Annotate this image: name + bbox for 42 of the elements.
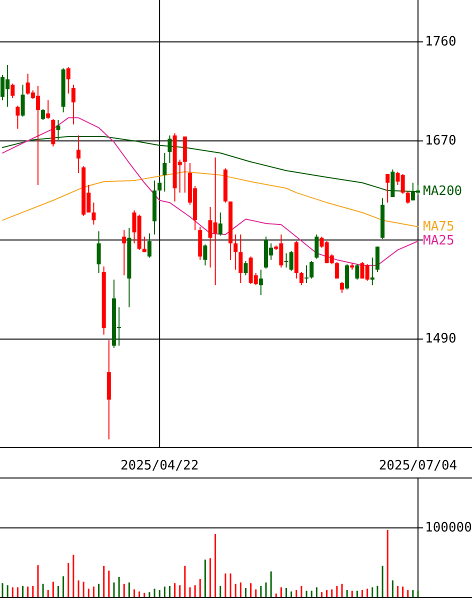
y-tick-label: 1490 bbox=[425, 332, 456, 347]
candlestick bbox=[406, 191, 410, 204]
candlestick bbox=[238, 234, 243, 284]
candlestick bbox=[158, 180, 162, 192]
candlestick bbox=[203, 244, 208, 266]
candlestick bbox=[96, 230, 101, 274]
candlestick bbox=[147, 232, 152, 258]
candlestick bbox=[334, 262, 339, 280]
candlestick bbox=[258, 269, 263, 296]
candlestick bbox=[20, 84, 25, 118]
candlestick bbox=[122, 230, 126, 276]
candlestick bbox=[310, 260, 314, 280]
candlestick bbox=[345, 264, 350, 290]
candlestick bbox=[142, 236, 146, 253]
candlestick bbox=[92, 202, 96, 226]
series-label: MA75 bbox=[423, 219, 454, 234]
candlestick bbox=[46, 100, 50, 120]
candlestick bbox=[314, 234, 319, 260]
candlestick bbox=[386, 173, 390, 204]
candlestick bbox=[299, 271, 304, 286]
y-tick-label: 1760 bbox=[425, 34, 456, 50]
candlestick bbox=[234, 234, 238, 270]
x-tick-label: 2025/04/22 bbox=[120, 458, 199, 474]
y-tick-label: 1670 bbox=[425, 133, 456, 148]
candlestick bbox=[162, 152, 167, 192]
line-series bbox=[2, 171, 418, 228]
y-tick-label: 100000 bbox=[425, 520, 472, 536]
candlestick bbox=[76, 134, 81, 174]
candlestick bbox=[355, 264, 360, 280]
candlestick bbox=[218, 212, 222, 236]
candlestick bbox=[66, 66, 70, 94]
candlestick bbox=[16, 105, 20, 130]
candlestick bbox=[244, 260, 248, 276]
series-label: MA25 bbox=[423, 234, 454, 249]
candlestick bbox=[41, 108, 46, 121]
series-label: MA200 bbox=[423, 184, 462, 200]
candlestick bbox=[71, 84, 76, 125]
candlestick bbox=[375, 246, 380, 272]
candlestick bbox=[340, 281, 344, 294]
candlestick bbox=[10, 83, 15, 98]
x-tick-label: 2025/07/04 bbox=[378, 458, 458, 474]
candlestick bbox=[370, 257, 374, 286]
